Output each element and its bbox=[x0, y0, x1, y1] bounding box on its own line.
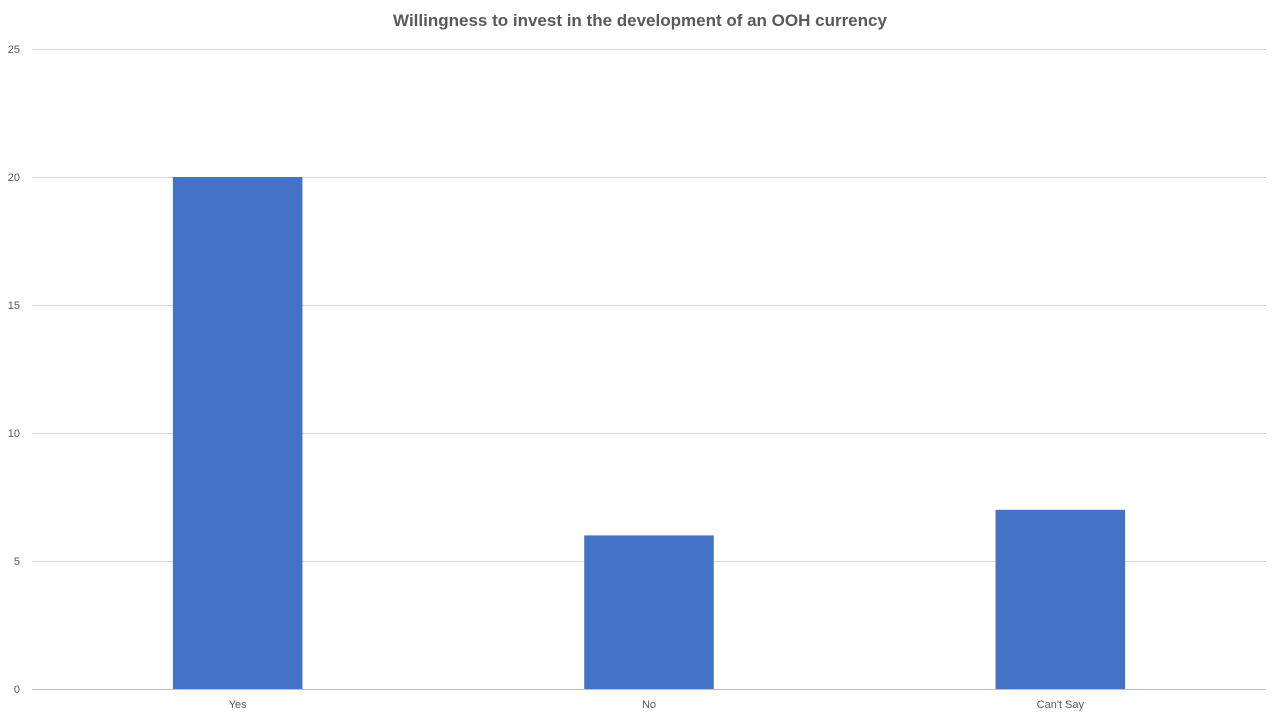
x-axis-tick-labels: Yes No Can't Say bbox=[229, 699, 1085, 711]
y-tick-label: 15 bbox=[8, 300, 20, 312]
bars bbox=[172, 177, 1126, 689]
x-tick-label: Yes bbox=[229, 699, 247, 711]
y-tick-label: 25 bbox=[8, 44, 20, 56]
x-tick-label: Can't Say bbox=[1037, 699, 1085, 711]
y-axis-tick-labels: 0 5 10 15 20 25 bbox=[8, 44, 20, 696]
y-tick-label: 0 bbox=[14, 684, 20, 696]
y-tick-label: 5 bbox=[14, 556, 20, 568]
bar bbox=[172, 177, 303, 689]
bar bbox=[584, 535, 714, 689]
x-tick-label: No bbox=[642, 699, 656, 711]
y-tick-label: 10 bbox=[8, 428, 20, 440]
y-tick-label: 20 bbox=[8, 172, 20, 184]
bar bbox=[995, 509, 1126, 689]
chart-title: Willingness to invest in the development… bbox=[393, 11, 887, 30]
